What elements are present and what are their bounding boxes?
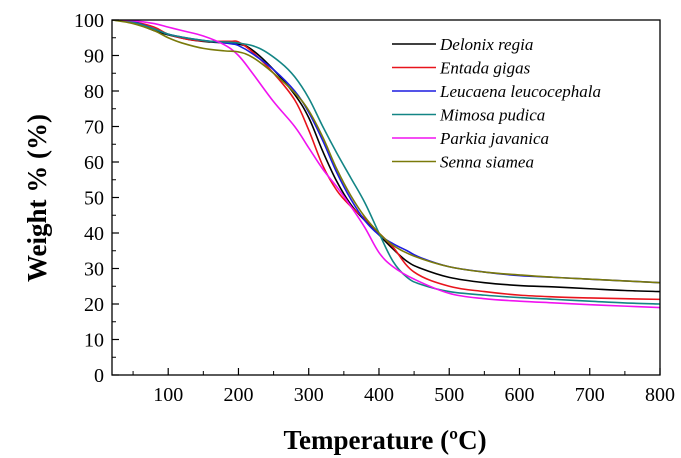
- y-tick-label: 40: [84, 223, 104, 245]
- series-line-entada-gigas: [112, 20, 660, 301]
- y-tick-label: 100: [74, 10, 104, 32]
- legend-label-delonix-regia: Delonix regia: [439, 35, 533, 54]
- axes-layer: [111, 19, 661, 376]
- y-tick-label: 70: [84, 117, 104, 139]
- x-tick-label: 200: [223, 384, 253, 406]
- y-tick-label: 20: [84, 294, 104, 316]
- x-tick-label: 500: [434, 384, 464, 406]
- series-line-senna-siamea: [112, 20, 660, 284]
- series-line-delonix-regia: [112, 20, 660, 293]
- y-tick-label: 80: [84, 81, 104, 103]
- legend-label-mimosa-pudica: Mimosa pudica: [439, 106, 545, 125]
- y-tick-label: 0: [94, 365, 104, 387]
- y-tick-label: 60: [84, 152, 104, 174]
- x-tick-label: 100: [153, 384, 183, 406]
- series-line-mimosa-pudica: [112, 20, 660, 305]
- x-axis-title: Temperature (ºC): [283, 425, 486, 455]
- y-tick-label: 30: [84, 259, 104, 281]
- series-layer: [112, 20, 660, 309]
- y-tick-label: 50: [84, 188, 104, 210]
- ticks-layer: 100 200 300 400 500 600 700 800 0 10 20 30 40 50 60 70 8…: [74, 10, 675, 406]
- legend-label-parkia-javanica: Parkia javanica: [439, 129, 549, 148]
- x-tick-label: 700: [575, 384, 605, 406]
- y-axis-title: Weight % (%): [22, 114, 52, 282]
- x-tick-label: 800: [645, 384, 675, 406]
- series-line-leucaena-leucocephala: [112, 20, 660, 284]
- plot-frame: [111, 19, 661, 376]
- x-tick-label: 400: [364, 384, 394, 406]
- legend: Delonix regia Entada gigas Leucaena leucoc…: [392, 35, 601, 172]
- series-line-parkia-javanica: [112, 20, 660, 309]
- x-tick-label: 600: [504, 384, 534, 406]
- y-tick-label: 10: [84, 330, 104, 352]
- legend-label-entada-gigas: Entada gigas: [439, 59, 531, 78]
- legend-label-leucaena-leucocephala: Leucaena leucocephala: [439, 82, 601, 101]
- legend-label-senna-siamea: Senna siamea: [440, 153, 534, 172]
- y-tick-label: 90: [84, 46, 104, 68]
- x-tick-label: 300: [294, 384, 324, 406]
